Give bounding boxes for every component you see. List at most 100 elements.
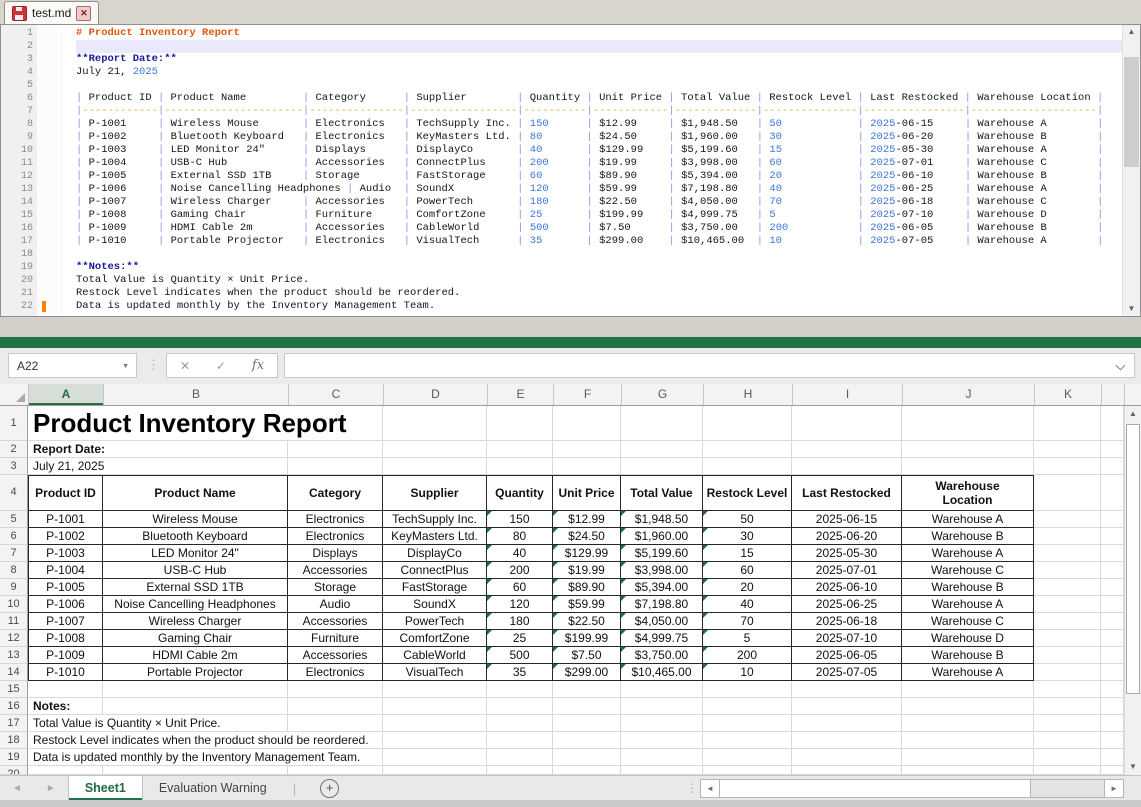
- sheet-cell[interactable]: [487, 681, 553, 698]
- sheet-cell[interactable]: 500: [487, 647, 553, 664]
- sheet-cell[interactable]: [1101, 441, 1124, 458]
- sheet-cell[interactable]: [103, 766, 288, 775]
- sheet-cell[interactable]: Electronics: [288, 664, 383, 681]
- sheet-cell[interactable]: 180: [487, 613, 553, 630]
- sheet-cell[interactable]: 2025-06-05: [792, 647, 902, 664]
- sheet-cell[interactable]: [703, 766, 792, 775]
- sheet-cell[interactable]: Warehouse A: [902, 545, 1034, 562]
- sheet-cell[interactable]: [703, 441, 792, 458]
- col-header-h[interactable]: H: [704, 384, 793, 405]
- sheet-cell[interactable]: [1101, 596, 1124, 613]
- sheet-cell[interactable]: [1101, 475, 1124, 511]
- sheet-cell[interactable]: [792, 406, 902, 441]
- sheet-cell[interactable]: Unit Price: [553, 475, 621, 511]
- sheet-cell[interactable]: 20: [703, 579, 792, 596]
- sheet-cell[interactable]: [902, 698, 1034, 715]
- sheet-cell[interactable]: 60: [487, 579, 553, 596]
- sheet-cell[interactable]: $12.99: [553, 511, 621, 528]
- sheet-cell[interactable]: 2025-06-10: [792, 579, 902, 596]
- scroll-up-icon[interactable]: ▲: [1125, 407, 1141, 421]
- sheet-cell[interactable]: [792, 766, 902, 775]
- sheet-cell[interactable]: [621, 406, 703, 441]
- sheet-cell[interactable]: Restock Level: [703, 475, 792, 511]
- sheet-cell[interactable]: Warehouse C: [902, 562, 1034, 579]
- sheet-cell[interactable]: [383, 458, 487, 475]
- sheet-cell[interactable]: [383, 732, 487, 749]
- sheet-cell[interactable]: [487, 766, 553, 775]
- sheet-cell[interactable]: [103, 441, 288, 458]
- row-header[interactable]: 19: [0, 749, 28, 766]
- sheet-cell[interactable]: [703, 458, 792, 475]
- sheet-cell[interactable]: 30: [703, 528, 792, 545]
- hscroll-track[interactable]: [720, 779, 1104, 798]
- sheet-cell[interactable]: [553, 441, 621, 458]
- sheet-cell[interactable]: SoundX: [383, 596, 487, 613]
- sheet-cell[interactable]: [1034, 562, 1101, 579]
- col-header-k[interactable]: K: [1035, 384, 1102, 405]
- sheet-cell[interactable]: [553, 406, 621, 441]
- next-sheet-icon[interactable]: ►: [34, 783, 68, 794]
- sheet-cell[interactable]: Total Value: [621, 475, 703, 511]
- sheet-cell[interactable]: [383, 749, 487, 766]
- sheet-cell[interactable]: [487, 715, 553, 732]
- sheet-cell[interactable]: Accessories: [288, 647, 383, 664]
- row-header[interactable]: 1: [0, 406, 28, 441]
- add-sheet-icon[interactable]: +: [320, 779, 339, 798]
- sheet-cell[interactable]: [383, 681, 487, 698]
- sheet-cell[interactable]: 2025-06-18: [792, 613, 902, 630]
- row-header[interactable]: 15: [0, 681, 28, 698]
- sheet-cell[interactable]: LED Monitor 24": [103, 545, 288, 562]
- sheet-scrollbar-thumb[interactable]: [1126, 424, 1140, 694]
- sheet-cell[interactable]: 40: [703, 596, 792, 613]
- sheet-cell[interactable]: $5,199.60: [621, 545, 703, 562]
- sheet-cell[interactable]: $299.00: [553, 664, 621, 681]
- sheet-cell[interactable]: [792, 458, 902, 475]
- sheet-cell[interactable]: Audio: [288, 596, 383, 613]
- sheet-cell[interactable]: 2025-07-05: [792, 664, 902, 681]
- row-header[interactable]: 7: [0, 545, 28, 562]
- sheet-cell[interactable]: 10: [703, 664, 792, 681]
- sheet-cell[interactable]: [792, 681, 902, 698]
- sheet-cell[interactable]: [1034, 732, 1101, 749]
- sheet-cell[interactable]: [1034, 528, 1101, 545]
- sheet-cell[interactable]: 2025-06-20: [792, 528, 902, 545]
- sheet-cell[interactable]: $199.99: [553, 630, 621, 647]
- sheet-cell[interactable]: [1034, 475, 1101, 511]
- sheet-cell[interactable]: $89.90: [553, 579, 621, 596]
- sheet-cell[interactable]: [621, 681, 703, 698]
- row-header[interactable]: 9: [0, 579, 28, 596]
- sheet-cell[interactable]: [902, 441, 1034, 458]
- sheet-cell[interactable]: [621, 715, 703, 732]
- row-header[interactable]: 16: [0, 698, 28, 715]
- sheet-cell[interactable]: [1034, 647, 1101, 664]
- sheet-cell[interactable]: [1101, 406, 1124, 441]
- editor-vertical-scrollbar[interactable]: ▲ ▼: [1122, 25, 1140, 316]
- sheet-cell[interactable]: [1034, 441, 1101, 458]
- sheet-cell[interactable]: [902, 681, 1034, 698]
- sheet-cell[interactable]: 150: [487, 511, 553, 528]
- sheet-cell[interactable]: $19.99: [553, 562, 621, 579]
- sheet-cell[interactable]: [28, 681, 103, 698]
- sheet-cell[interactable]: Portable Projector: [103, 664, 288, 681]
- row-header[interactable]: 6: [0, 528, 28, 545]
- scroll-down-icon[interactable]: ▼: [1125, 760, 1141, 774]
- sheet-cell[interactable]: 2025-06-15: [792, 511, 902, 528]
- sheet-cell[interactable]: 120: [487, 596, 553, 613]
- sheet-cell[interactable]: [703, 681, 792, 698]
- sheet-cell[interactable]: [553, 715, 621, 732]
- sheet-cell[interactable]: [288, 715, 383, 732]
- sheet-cell[interactable]: Supplier: [383, 475, 487, 511]
- row-header[interactable]: 18: [0, 732, 28, 749]
- sheet-cell[interactable]: 2025-07-10: [792, 630, 902, 647]
- sheet-cell[interactable]: 5: [703, 630, 792, 647]
- sheet-cell[interactable]: [288, 441, 383, 458]
- sheet-cell[interactable]: Category: [288, 475, 383, 511]
- sheet-cell[interactable]: [1101, 749, 1124, 766]
- sheet-cell[interactable]: P-1010: [28, 664, 103, 681]
- editor-scrollbar-thumb[interactable]: [1124, 57, 1139, 167]
- sheet-cell[interactable]: [1101, 562, 1124, 579]
- sheet-cell[interactable]: ConnectPlus: [383, 562, 487, 579]
- sheet-cell[interactable]: Product ID: [28, 475, 103, 511]
- sheet-cell[interactable]: [28, 766, 103, 775]
- sheet-cell[interactable]: 70: [703, 613, 792, 630]
